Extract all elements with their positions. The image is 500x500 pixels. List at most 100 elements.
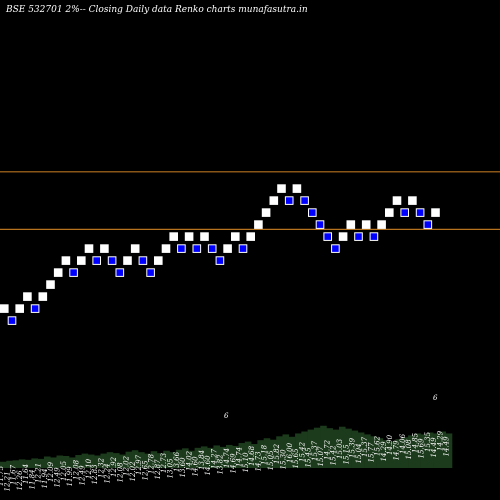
price-label: 14.29 — [436, 430, 444, 451]
down-brick — [192, 244, 202, 253]
volume-bar — [213, 445, 221, 468]
up-brick — [246, 232, 255, 241]
price-label: 15.08 — [405, 439, 413, 460]
up-brick — [53, 268, 63, 277]
price-label: 12.73 — [160, 452, 168, 473]
volume-bar — [131, 450, 139, 468]
up-brick — [269, 196, 279, 205]
price-label: 14.74 — [223, 448, 231, 468]
volume-bar — [395, 439, 403, 468]
price-label: 12.05 — [60, 460, 68, 481]
volume-bar — [414, 433, 421, 468]
volume-bar — [200, 446, 208, 468]
volume-bar — [295, 433, 302, 468]
price-label: 12.32 — [97, 457, 105, 478]
volume-bar — [69, 457, 76, 468]
volume-bar — [426, 432, 434, 468]
volume-bar — [370, 436, 377, 468]
price-label: 16.00 — [286, 442, 294, 463]
down-brick — [308, 208, 317, 217]
price-label: 13.84 — [198, 450, 206, 470]
price-label: 11.84 — [28, 469, 36, 489]
volume-bar — [56, 455, 64, 468]
price-label: 14.02 — [185, 450, 193, 471]
up-brick — [231, 232, 240, 241]
price-label: 12.83 — [91, 464, 99, 485]
volume-bar — [345, 428, 352, 468]
price-label: 15.65 — [292, 448, 300, 469]
price-label: 12.92 — [110, 456, 118, 477]
up-brick — [169, 232, 178, 241]
value-marker: 6 — [433, 394, 438, 402]
price-label: 15.07 — [317, 446, 325, 467]
price-label: 14.06 — [399, 433, 407, 454]
volume-bar — [0, 461, 7, 468]
price-label: 12.02 — [123, 455, 131, 476]
price-label: 12.08 — [72, 459, 80, 480]
down-brick — [146, 268, 155, 277]
price-label: 12.26 — [16, 470, 24, 491]
up-brick — [77, 256, 86, 265]
price-label: 12.97 — [135, 454, 143, 475]
price-label: 14.27 — [210, 448, 218, 469]
price-label: 13.60 — [179, 457, 187, 478]
volume-bar — [420, 434, 428, 468]
price-label: 13.05 — [167, 458, 175, 479]
up-brick — [338, 232, 348, 241]
volume-bar — [238, 443, 246, 468]
down-brick — [107, 256, 117, 265]
volume-bar — [12, 460, 20, 468]
price-label: 12.49 — [79, 465, 87, 486]
price-label: 12.10 — [85, 458, 93, 479]
price-label: 14.90 — [386, 434, 394, 455]
price-label: 14.60 — [204, 455, 212, 476]
down-brick — [400, 208, 409, 217]
down-brick — [331, 244, 340, 253]
up-brick — [100, 244, 109, 253]
down-brick — [69, 268, 78, 277]
up-brick — [184, 232, 194, 241]
up-brick — [15, 304, 24, 313]
price-label: 15.03 — [336, 438, 344, 459]
volume-bar — [226, 444, 233, 468]
volume-bar — [50, 457, 57, 468]
volume-bar — [401, 437, 409, 468]
volume-bar — [75, 455, 82, 468]
volume-bar — [301, 431, 308, 468]
down-brick — [92, 256, 102, 265]
up-brick — [38, 292, 48, 301]
up-brick — [123, 256, 132, 265]
volume-bar — [156, 453, 164, 468]
price-label: 14.68 — [248, 445, 256, 466]
volume-bar — [364, 434, 371, 468]
value-markers: 66 — [224, 394, 438, 420]
volume-bar — [144, 453, 151, 468]
price-label: 14.69 — [229, 453, 237, 474]
volume-bar — [100, 453, 108, 468]
volume-bar — [18, 459, 26, 468]
price-label: 15.18 — [261, 444, 269, 465]
up-brick — [130, 244, 140, 253]
volume-bar — [445, 433, 453, 468]
price-label: 15.10 — [242, 452, 250, 473]
volume-bar — [207, 447, 214, 468]
volume-bar — [389, 441, 396, 468]
volume-bar — [163, 450, 170, 468]
price-label: 11.67 — [10, 464, 18, 485]
price-label: 11.75 — [0, 465, 5, 486]
volume-area — [0, 425, 453, 468]
volume-bar — [175, 449, 183, 468]
up-brick — [84, 244, 94, 253]
up-brick — [23, 292, 32, 301]
volume-bar — [282, 434, 290, 468]
price-label: 14.85 — [411, 432, 419, 453]
volume-bar — [138, 452, 145, 468]
volume-bar — [62, 456, 70, 468]
volume-bar — [150, 451, 158, 468]
up-brick — [385, 208, 394, 217]
price-label: 14.49 — [443, 436, 451, 457]
volume-bar — [313, 427, 321, 468]
price-label: 15.35 — [424, 431, 432, 452]
price-label: 15.82 — [273, 443, 281, 464]
